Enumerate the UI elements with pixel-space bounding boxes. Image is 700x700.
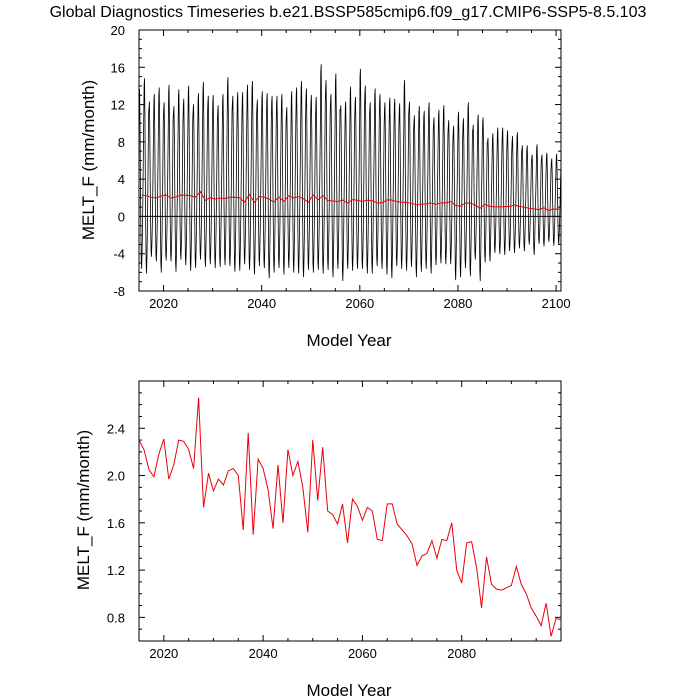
y-tick-label: 2.4 — [107, 421, 125, 436]
x-axis-title: Model Year — [306, 681, 391, 700]
y-tick-label: -4 — [113, 247, 125, 262]
y-axis-title: MELT_F (mm/month) — [79, 80, 98, 240]
y-tick-label: 2.0 — [107, 469, 125, 484]
y-tick-label: 12 — [111, 98, 125, 113]
y-tick-label: 16 — [111, 60, 125, 75]
plot-frame — [138, 380, 562, 642]
y-tick-label: 1.6 — [107, 516, 125, 531]
x-tick-label: 2060 — [345, 296, 374, 311]
x-tick-label: 2040 — [247, 296, 276, 311]
y-tick-label: 1.2 — [107, 563, 125, 578]
x-tick-label: 2040 — [249, 646, 278, 661]
y-tick-label: 0 — [118, 209, 125, 224]
x-axis-title: Model Year — [306, 331, 391, 350]
annual-mean-line — [139, 397, 561, 637]
annual-mean-line — [141, 190, 561, 211]
plot-area: 2020 2040 2060 2080 2100 -8 -4 0 4 8 12 16 20 — [111, 23, 571, 311]
figure-title: Global Diagnostics Timeseries b.e21.BSSP… — [50, 4, 647, 21]
timeseries-panel-monthly: 2020 2040 2060 2080 2100 -8 -4 0 4 8 12 16 20 Model … — [79, 23, 571, 350]
y-tick-label: 4 — [118, 172, 125, 187]
y-tick-label: 20 — [111, 23, 125, 38]
y-tick-label: 0.8 — [107, 610, 125, 625]
x-tick-label: 2020 — [149, 646, 178, 661]
x-tick-label: 2080 — [443, 296, 472, 311]
x-tick-label: 2060 — [348, 646, 377, 661]
x-tick-label: 2020 — [149, 296, 178, 311]
y-axis-title: MELT_F (mm/month) — [74, 430, 93, 590]
monthly-series-line — [138, 64, 562, 282]
y-tick-label: -8 — [113, 284, 125, 299]
y-tick-label: 8 — [118, 135, 125, 150]
plot-area: 2020 2040 2060 2080 0.8 1.2 1.6 2.0 2.4 — [107, 380, 562, 661]
x-tick-label: 2080 — [447, 646, 476, 661]
timeseries-panel-annual: 2020 2040 2060 2080 0.8 1.2 1.6 2.0 2.4 Model Ye… — [74, 380, 562, 700]
x-tick-label: 2100 — [542, 296, 571, 311]
